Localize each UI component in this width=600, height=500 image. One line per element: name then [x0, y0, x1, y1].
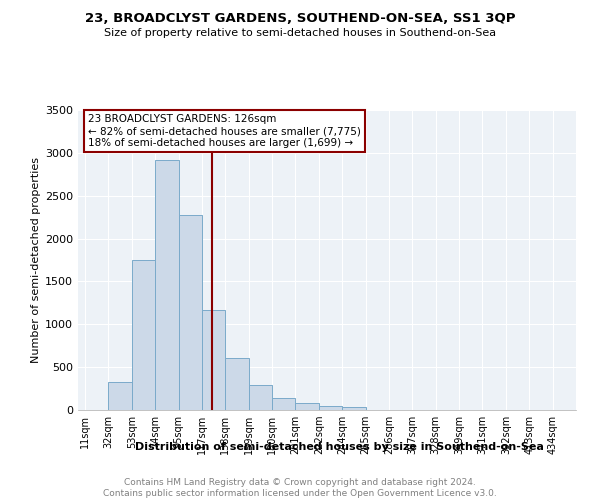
Bar: [109, 382, 132, 410]
Text: 23, BROADCLYST GARDENS, SOUTHEND-ON-SEA, SS1 3QP: 23, BROADCLYST GARDENS, SOUTHEND-ON-SEA,…: [85, 12, 515, 26]
Bar: [202, 310, 225, 410]
Text: Size of property relative to semi-detached houses in Southend-on-Sea: Size of property relative to semi-detach…: [104, 28, 496, 38]
Bar: [272, 398, 295, 410]
Bar: [319, 406, 342, 410]
Bar: [342, 408, 365, 410]
Bar: [155, 160, 179, 410]
Text: 23 BROADCLYST GARDENS: 126sqm
← 82% of semi-detached houses are smaller (7,775)
: 23 BROADCLYST GARDENS: 126sqm ← 82% of s…: [88, 114, 361, 148]
Text: Contains HM Land Registry data © Crown copyright and database right 2024.
Contai: Contains HM Land Registry data © Crown c…: [103, 478, 497, 498]
Text: Distribution of semi-detached houses by size in Southend-on-Sea: Distribution of semi-detached houses by …: [134, 442, 544, 452]
Bar: [132, 260, 155, 410]
Bar: [225, 358, 248, 410]
Y-axis label: Number of semi-detached properties: Number of semi-detached properties: [31, 157, 41, 363]
Bar: [248, 384, 272, 410]
Bar: [295, 403, 319, 410]
Bar: [179, 214, 202, 410]
